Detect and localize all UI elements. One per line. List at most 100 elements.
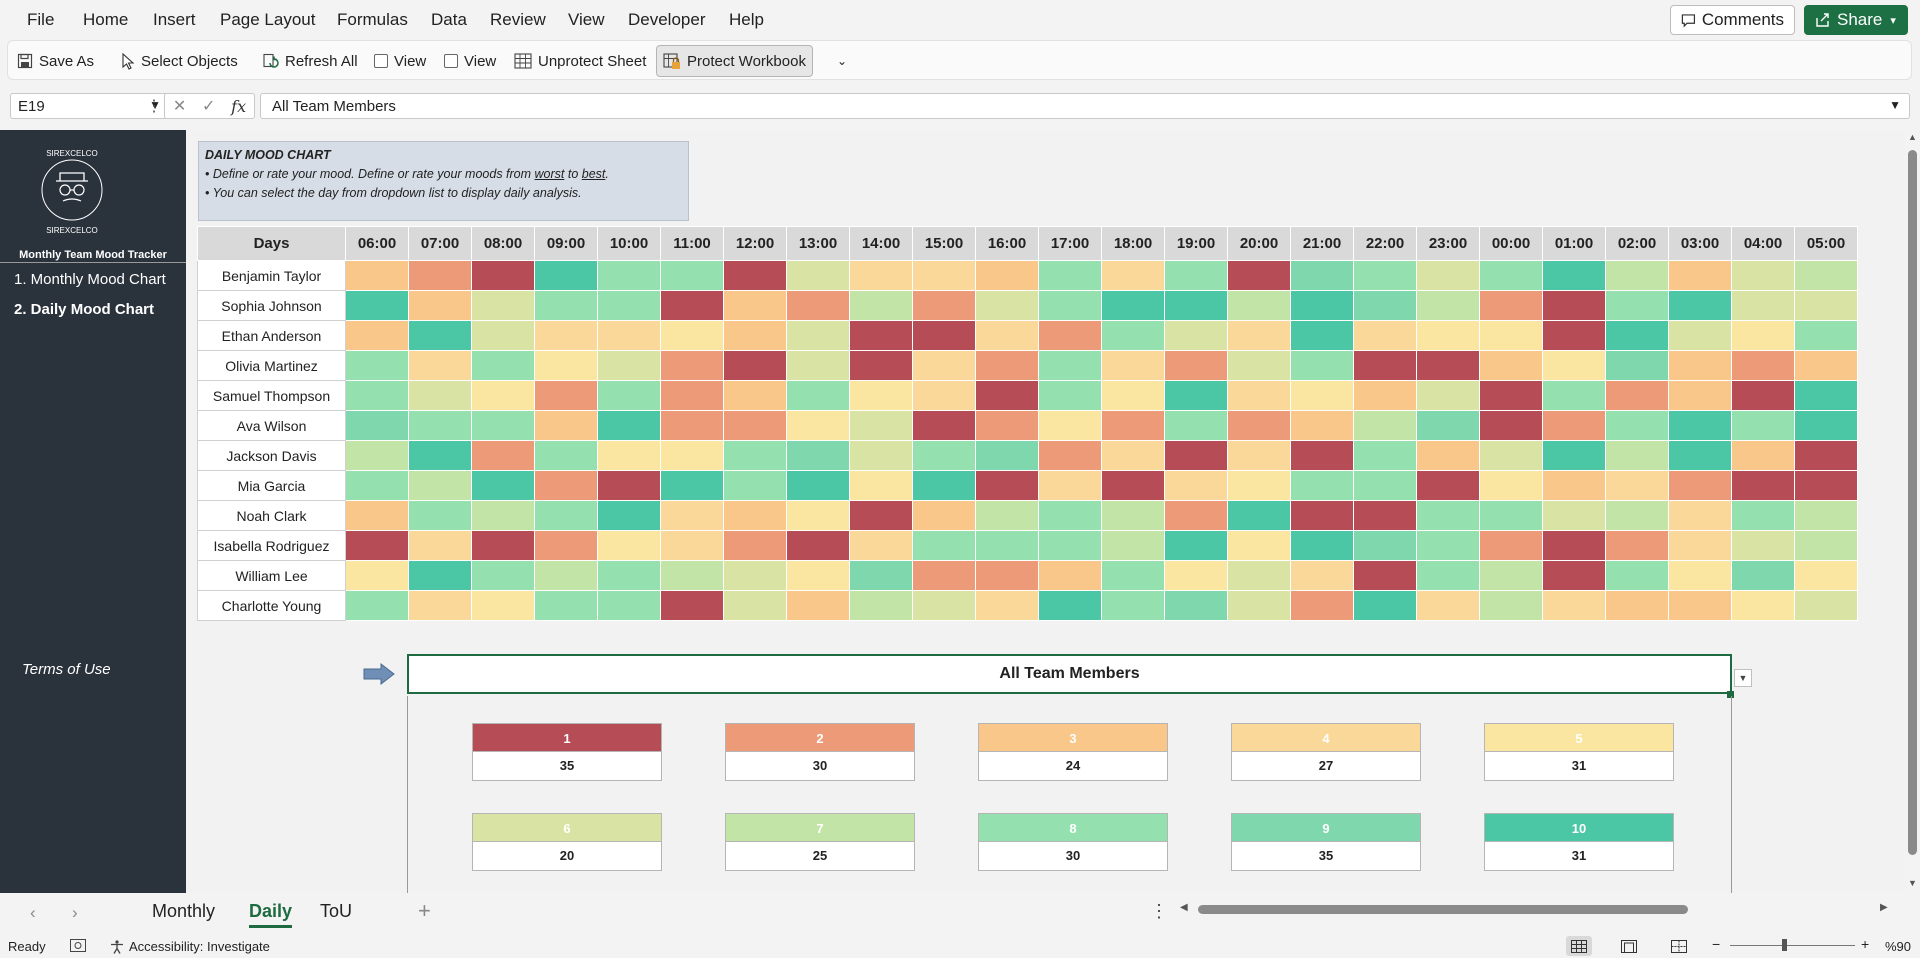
mood-cell[interactable] — [849, 530, 913, 561]
mood-cell[interactable] — [1668, 590, 1732, 621]
mood-cell[interactable] — [1542, 530, 1606, 561]
zoom-level[interactable]: %90 — [1885, 939, 1912, 954]
mood-cell[interactable] — [1038, 560, 1102, 591]
member-name[interactable]: Noah Clark — [197, 500, 346, 531]
mood-cell[interactable] — [597, 500, 661, 531]
mood-cell[interactable] — [408, 290, 472, 321]
mood-cell[interactable] — [912, 410, 976, 441]
ribbon-more-button[interactable]: ⌄ — [831, 45, 853, 77]
mood-cell[interactable] — [1605, 380, 1669, 411]
menu-home[interactable]: Home — [83, 10, 129, 29]
zoom-slider-knob[interactable] — [1782, 939, 1787, 951]
mood-cell[interactable] — [912, 380, 976, 411]
mood-cell[interactable] — [723, 560, 787, 591]
mood-cell[interactable] — [1290, 410, 1354, 441]
mood-cell[interactable] — [1227, 320, 1291, 351]
mood-cell[interactable] — [1605, 560, 1669, 591]
scroll-thumb[interactable] — [1908, 150, 1917, 855]
mood-cell[interactable] — [534, 290, 598, 321]
mood-cell[interactable] — [723, 320, 787, 351]
mood-cell[interactable] — [1668, 500, 1732, 531]
member-name[interactable]: Ava Wilson — [197, 410, 346, 441]
mood-cell[interactable] — [786, 320, 850, 351]
mood-cell[interactable] — [660, 350, 724, 381]
mood-cell[interactable] — [912, 470, 976, 501]
mood-cell[interactable] — [534, 530, 598, 561]
mood-cell[interactable] — [534, 350, 598, 381]
mood-cell[interactable] — [1668, 350, 1732, 381]
accessibility-status[interactable]: Accessibility: Investigate — [110, 939, 270, 954]
mood-cell[interactable] — [1353, 380, 1417, 411]
confirm-icon[interactable]: ✓ — [202, 98, 216, 115]
mood-cell[interactable] — [1668, 260, 1732, 291]
mood-cell[interactable] — [912, 530, 976, 561]
mood-cell[interactable] — [975, 500, 1039, 531]
mood-cell[interactable] — [660, 470, 724, 501]
mood-cell[interactable] — [408, 470, 472, 501]
mood-cell[interactable] — [345, 530, 409, 561]
mood-cell[interactable] — [597, 560, 661, 591]
mood-cell[interactable] — [1101, 380, 1165, 411]
mood-cell[interactable] — [1416, 470, 1480, 501]
comments-button[interactable]: Comments — [1670, 5, 1795, 35]
fx-icon[interactable]: fx — [231, 96, 247, 116]
mood-cell[interactable] — [1101, 350, 1165, 381]
mood-cell[interactable] — [786, 380, 850, 411]
mood-cell[interactable] — [1038, 290, 1102, 321]
mood-cell[interactable] — [1290, 380, 1354, 411]
view-checkbox-2[interactable]: View — [438, 45, 502, 77]
mood-cell[interactable] — [723, 500, 787, 531]
chevron-down-icon[interactable]: ▼ — [1889, 98, 1901, 112]
protect-workbook-button[interactable]: Protect Workbook — [656, 45, 813, 77]
menu-page-layout[interactable]: Page Layout — [220, 10, 316, 29]
mood-cell[interactable] — [1668, 320, 1732, 351]
member-name[interactable]: Sophia Johnson — [197, 290, 346, 321]
mood-cell[interactable] — [1164, 560, 1228, 591]
mood-cell[interactable] — [408, 350, 472, 381]
mood-cell[interactable] — [849, 380, 913, 411]
mood-cell[interactable] — [345, 320, 409, 351]
mood-cell[interactable] — [1164, 380, 1228, 411]
macro-record-icon[interactable] — [70, 939, 86, 952]
mood-cell[interactable] — [1227, 470, 1291, 501]
mood-cell[interactable] — [849, 320, 913, 351]
mood-cell[interactable] — [1101, 290, 1165, 321]
menu-developer[interactable]: Developer — [628, 10, 706, 29]
zoom-slider[interactable] — [1730, 939, 1855, 951]
mood-cell[interactable] — [345, 290, 409, 321]
mood-cell[interactable] — [786, 440, 850, 471]
mood-cell[interactable] — [471, 470, 535, 501]
mood-cell[interactable] — [597, 590, 661, 621]
mood-cell[interactable] — [912, 260, 976, 291]
mood-cell[interactable] — [471, 590, 535, 621]
mood-cell[interactable] — [1038, 350, 1102, 381]
mood-cell[interactable] — [660, 530, 724, 561]
mood-cell[interactable] — [975, 590, 1039, 621]
mood-cell[interactable] — [1794, 560, 1858, 591]
mood-cell[interactable] — [1479, 260, 1543, 291]
mood-cell[interactable] — [534, 500, 598, 531]
mood-cell[interactable] — [849, 350, 913, 381]
mood-cell[interactable] — [1794, 530, 1858, 561]
mood-cell[interactable] — [1290, 500, 1354, 531]
mood-cell[interactable] — [1731, 380, 1795, 411]
scroll-up-icon[interactable]: ▲ — [1908, 132, 1917, 142]
mood-cell[interactable] — [1416, 410, 1480, 441]
member-name[interactable]: Benjamin Taylor — [197, 260, 346, 291]
mood-cell[interactable] — [1101, 530, 1165, 561]
view-checkbox-1[interactable]: View — [368, 45, 432, 77]
mood-cell[interactable] — [1290, 350, 1354, 381]
mood-cell[interactable] — [1290, 290, 1354, 321]
mood-cell[interactable] — [1731, 470, 1795, 501]
mood-cell[interactable] — [534, 470, 598, 501]
mood-cell[interactable] — [1668, 290, 1732, 321]
mood-cell[interactable] — [1668, 380, 1732, 411]
mood-cell[interactable] — [534, 260, 598, 291]
mood-cell[interactable] — [1605, 470, 1669, 501]
mood-cell[interactable] — [1794, 260, 1858, 291]
mood-cell[interactable] — [849, 470, 913, 501]
mood-cell[interactable] — [660, 410, 724, 441]
mood-cell[interactable] — [1416, 260, 1480, 291]
mood-cell[interactable] — [1227, 410, 1291, 441]
mood-cell[interactable] — [597, 530, 661, 561]
